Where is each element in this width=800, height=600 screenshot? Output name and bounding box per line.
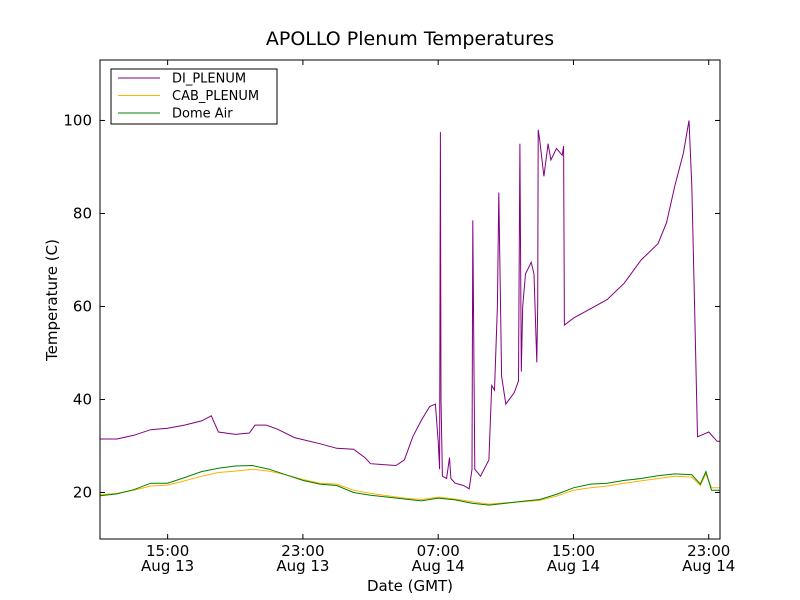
series-line-di-plenum <box>100 120 720 490</box>
y-axis-label: Temperature (C) <box>43 239 61 362</box>
y-tick-label: 20 <box>73 483 92 501</box>
x-tick-time-label: 23:00 <box>281 542 324 560</box>
x-tick-date-label: Aug 13 <box>141 557 194 575</box>
y-tick-label: 60 <box>73 297 92 315</box>
x-tick-time-label: 15:00 <box>146 542 189 560</box>
plot-frame <box>99 59 721 540</box>
legend-label-cab-plenum: CAB_PLENUM <box>172 89 259 104</box>
x-tick-time-label: 23:00 <box>687 542 730 560</box>
series-line-cab-plenum <box>99 468 720 505</box>
x-tick-date-label: Aug 14 <box>682 557 735 575</box>
x-axis-label: Date (GMT) <box>367 577 453 595</box>
series-layer <box>99 120 720 506</box>
x-tick-time-label: 07:00 <box>417 542 460 560</box>
y-tick-label: 100 <box>63 111 92 129</box>
x-tick-date-label: Aug 13 <box>276 557 329 575</box>
chart-title: APOLLO Plenum Temperatures <box>266 28 554 50</box>
x-tick-date-label: Aug 14 <box>547 557 600 575</box>
y-ticks: 20 40 60 80 100 <box>63 111 720 501</box>
x-tick-time-label: 15:00 <box>552 542 595 560</box>
x-tick-date-label: Aug 14 <box>412 557 465 575</box>
legend: DI_PLENUM CAB_PLENUM Dome Air <box>110 68 278 125</box>
legend-label-dome-air: Dome Air <box>172 107 233 122</box>
series-line-dome-air <box>99 464 720 506</box>
y-tick-label: 40 <box>73 390 92 408</box>
legend-label-di-plenum: DI_PLENUM <box>172 72 246 87</box>
y-tick-label: 80 <box>73 204 92 222</box>
